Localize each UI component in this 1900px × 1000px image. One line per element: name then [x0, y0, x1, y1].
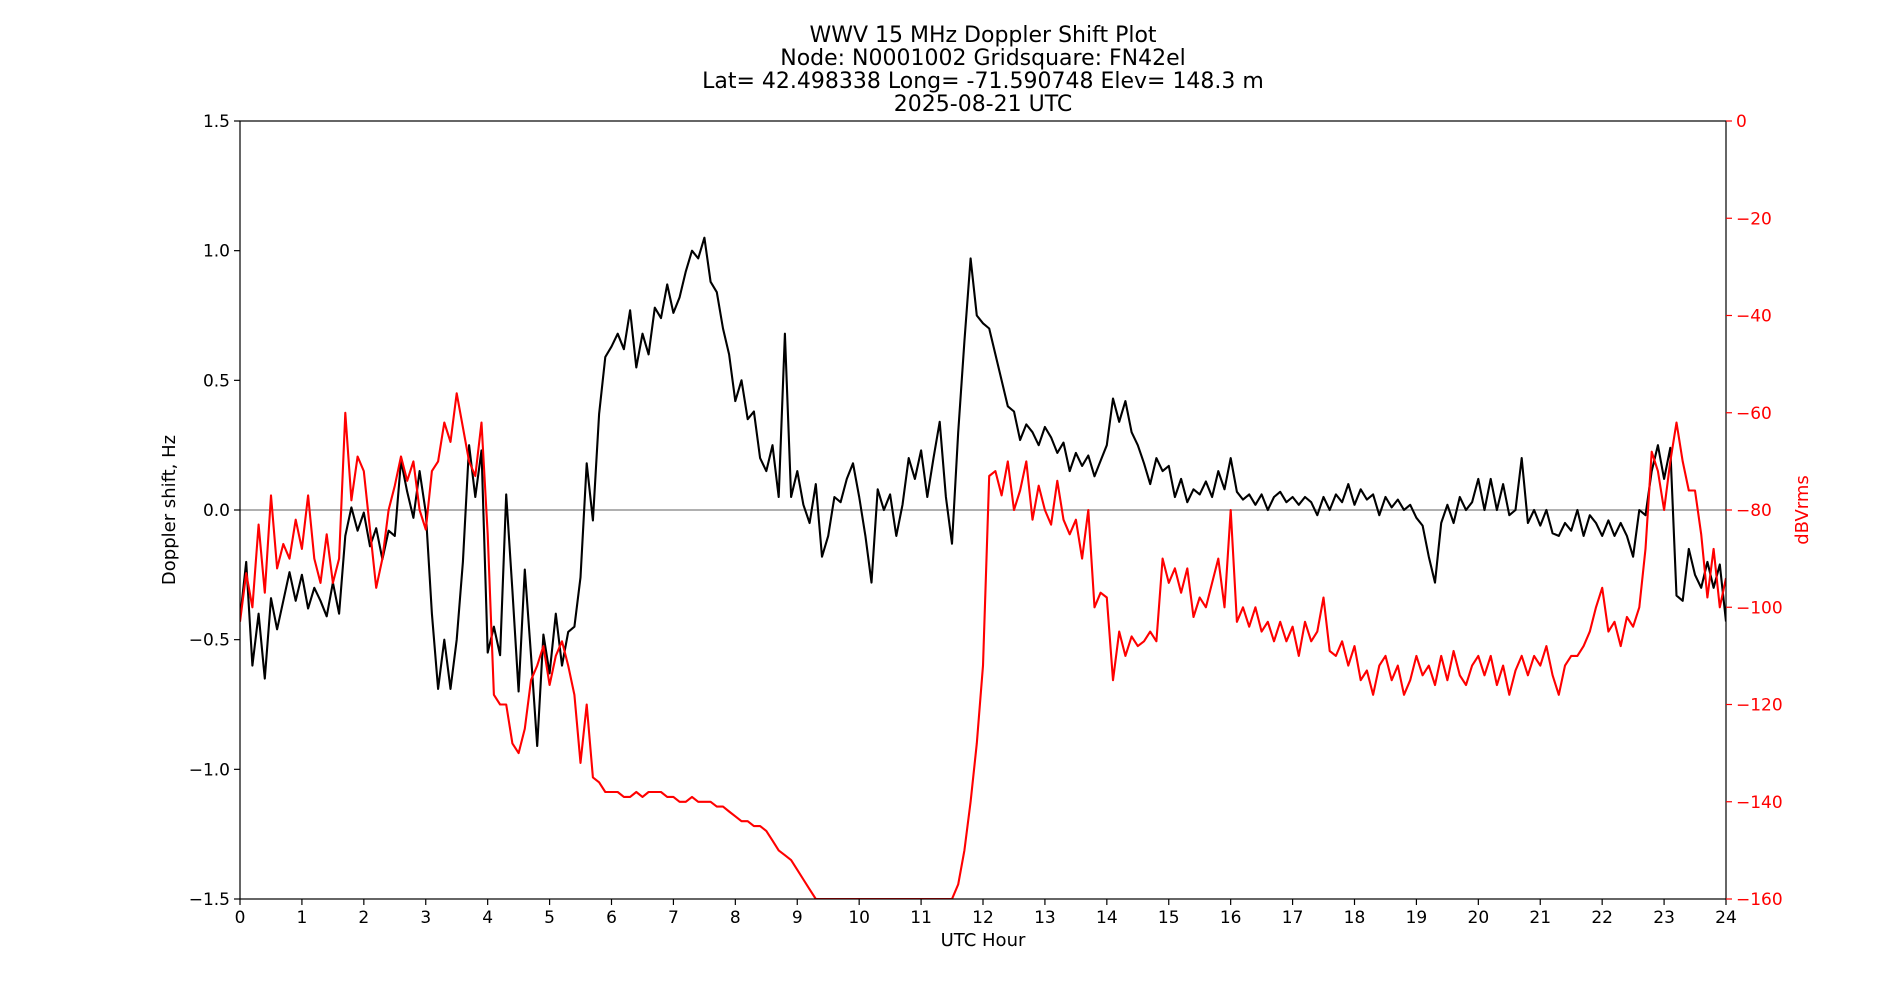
- x-tick-label: 6: [606, 908, 617, 928]
- y-axis-right: 0 −20 −40 −60 −80 −100 −120 −140 −160: [1726, 112, 1783, 910]
- x-tick-label: 23: [1653, 908, 1675, 928]
- x-tick-label: 17: [1282, 908, 1304, 928]
- x-axis-label: UTC Hour: [941, 930, 1026, 951]
- chart-subtitle-location: Lat= 42.498338 Long= -71.590748 Elev= 14…: [702, 69, 1264, 94]
- x-tick-label: 12: [972, 908, 994, 928]
- y2-tick-label: −60: [1736, 404, 1772, 424]
- y-tick-label: 1.5: [203, 112, 230, 132]
- y2-tick-label: −20: [1736, 209, 1772, 229]
- y-tick-label: −1.0: [189, 760, 230, 780]
- y2-tick-label: −120: [1736, 696, 1783, 716]
- x-tick-label: 0: [235, 908, 246, 928]
- x-tick-label: 22: [1591, 908, 1613, 928]
- y2-tick-label: −160: [1736, 890, 1783, 910]
- y2-tick-label: 0: [1736, 112, 1747, 132]
- x-tick-label: 24: [1715, 908, 1737, 928]
- y2-tick-label: −40: [1736, 307, 1772, 327]
- x-tick-label: 9: [792, 908, 803, 928]
- x-tick-label: 21: [1529, 908, 1551, 928]
- y-tick-label: 0.5: [203, 371, 230, 391]
- x-tick-label: 15: [1158, 908, 1180, 928]
- y2-tick-label: −80: [1736, 501, 1772, 521]
- y-axis-left: 1.5 1.0 0.5 0.0 −0.5 −1.0 −1.5: [189, 112, 240, 910]
- x-tick-label: 4: [482, 908, 493, 928]
- x-tick-label: 2: [358, 908, 369, 928]
- y-tick-label: −1.5: [189, 890, 230, 910]
- x-tick-label: 19: [1406, 908, 1428, 928]
- x-tick-label: 10: [848, 908, 870, 928]
- x-tick-label: 3: [420, 908, 431, 928]
- y2-axis-label: dBVrms: [1792, 475, 1813, 545]
- chart-title: WWV 15 MHz Doppler Shift Plot: [809, 23, 1156, 48]
- x-tick-label: 7: [668, 908, 679, 928]
- series-line-power: [240, 392, 1726, 899]
- y-tick-label: 0.0: [203, 501, 230, 521]
- x-axis: 0 1 2 3 4 5 6 7 8 9 10 11 12 13 14 15 16 17 18 19 20 21 22 23 24: [235, 899, 1737, 928]
- x-tick-label: 18: [1344, 908, 1366, 928]
- y-tick-label: −0.5: [189, 631, 230, 651]
- x-tick-label: 5: [544, 908, 555, 928]
- x-tick-label: 13: [1034, 908, 1056, 928]
- x-tick-label: 16: [1220, 908, 1242, 928]
- series-line-doppler: [240, 236, 1726, 748]
- y2-tick-label: −100: [1736, 598, 1783, 618]
- x-tick-label: 20: [1468, 908, 1490, 928]
- x-tick-label: 11: [910, 908, 932, 928]
- x-tick-label: 8: [730, 908, 741, 928]
- y2-tick-label: −140: [1736, 793, 1783, 813]
- y-axis-label: Doppler shift, Hz: [159, 435, 180, 585]
- y-tick-label: 1.0: [203, 242, 230, 262]
- series-layer: [240, 236, 1726, 899]
- x-tick-label: 14: [1096, 908, 1118, 928]
- chart-subtitle-node: Node: N0001002 Gridsquare: FN42el: [780, 46, 1186, 71]
- x-tick-label: 1: [297, 908, 308, 928]
- chart-subtitle-date: 2025-08-21 UTC: [894, 92, 1072, 117]
